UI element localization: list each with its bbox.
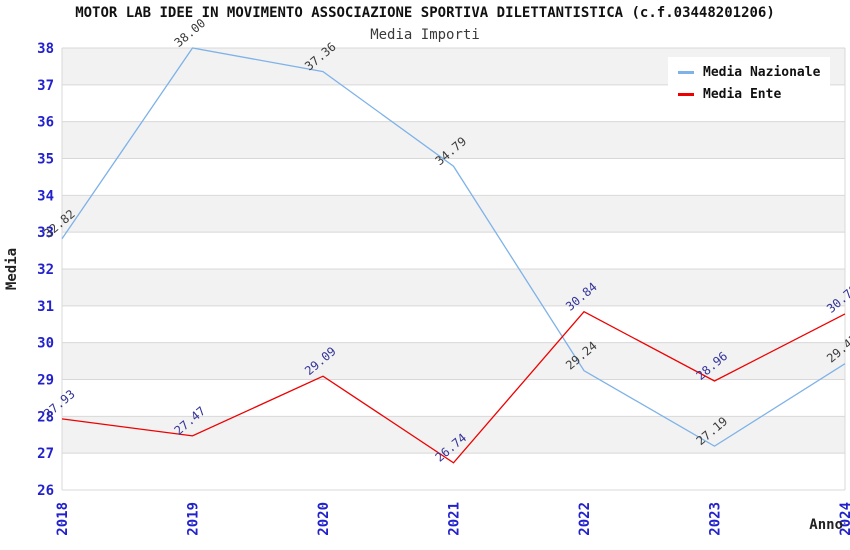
x-tick-label: 2018 — [55, 502, 71, 536]
legend-item-media-ente: Media Ente — [678, 83, 820, 105]
plot-band — [62, 416, 845, 454]
y-tick-label: 26 — [37, 483, 54, 499]
y-tick-label: 34 — [37, 188, 54, 204]
y-tick-label: 28 — [37, 409, 54, 425]
y-tick-label: 30 — [37, 336, 54, 352]
legend-item-media-nazionale: Media Nazionale — [678, 61, 820, 83]
media-ente-line-swatch — [678, 92, 694, 96]
series-line-media-nazionale — [61, 47, 846, 447]
chart-subtitle: Media Importi — [370, 27, 480, 43]
data-label: 27.93 — [41, 387, 78, 421]
y-tick-label: 27 — [37, 446, 54, 462]
data-label: 38.00 — [172, 16, 209, 50]
y-tick-label: 29 — [37, 373, 54, 389]
y-tick-label: 36 — [37, 115, 54, 131]
x-tick-label: 2020 — [316, 502, 332, 536]
legend-label-media-ente: Media Ente — [703, 86, 782, 102]
y-tick-label: 37 — [37, 78, 54, 94]
x-tick-label: 2023 — [708, 502, 724, 536]
y-tick-label: 31 — [37, 299, 54, 315]
media-nazionale-line-swatch — [678, 70, 694, 74]
x-tick-label: 2022 — [577, 502, 593, 536]
plot-band — [62, 121, 845, 159]
chart-title: MOTOR LAB IDEE IN MOVIMENTO ASSOCIAZIONE… — [75, 5, 775, 21]
series-line-media-ente — [61, 310, 846, 464]
y-axis-title: Media — [4, 248, 20, 290]
y-tick-label: 32 — [37, 262, 54, 278]
legend-label-media-nazionale: Media Nazionale — [703, 64, 821, 80]
x-tick-label: 2024 — [838, 502, 850, 536]
plot-band — [62, 342, 845, 380]
plot-band — [62, 195, 845, 233]
plot-band — [62, 269, 845, 306]
legend: Media Nazionale Media Ente — [668, 57, 831, 109]
x-tick-label: 2019 — [186, 502, 202, 536]
y-tick-label: 38 — [37, 41, 54, 57]
x-tick-label: 2021 — [447, 502, 463, 536]
x-axis-title: Anno — [809, 517, 843, 533]
y-tick-label: 33 — [37, 225, 54, 241]
y-tick-label: 35 — [37, 152, 54, 168]
